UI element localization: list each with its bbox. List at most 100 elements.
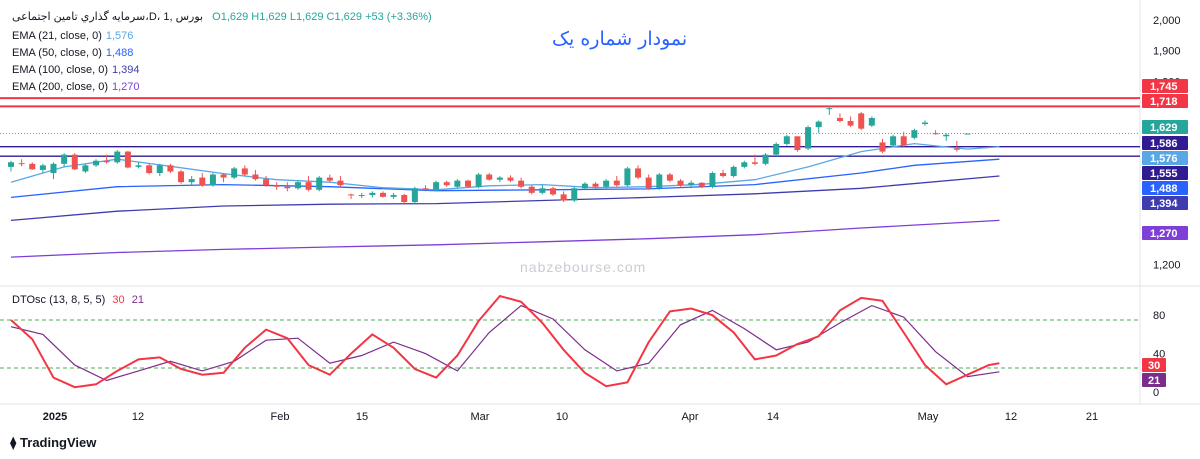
candle-body <box>209 174 216 186</box>
legend-ema100-value: 1,394 <box>112 64 140 76</box>
candle-body <box>61 154 68 164</box>
candle-body <box>167 165 174 172</box>
candle-body <box>900 136 907 146</box>
candle-body <box>773 143 780 155</box>
price-label-text: 1,576 <box>1150 153 1178 165</box>
candle-body <box>890 136 897 146</box>
candle-body <box>698 182 705 187</box>
price-label-text: 1,718 <box>1150 96 1178 108</box>
candle-body <box>422 188 429 190</box>
candle-body <box>178 171 185 183</box>
price-label-text: 1,586 <box>1150 138 1178 150</box>
candle-body <box>741 162 748 167</box>
candle-body <box>241 168 248 175</box>
legend-ema50[interactable]: EMA (50, close, 0) 1,488 <box>12 47 133 59</box>
time-tick-label: Feb <box>271 411 290 423</box>
ohlc-values: O1,629 H1,629 L1,629 C1,629 +53 (+3.36%) <box>212 11 432 23</box>
candle-body <box>220 174 227 178</box>
candle-body <box>50 163 57 173</box>
legend-ema21[interactable]: EMA (21, close, 0) 1,576 <box>12 30 133 42</box>
candle-body <box>921 122 928 125</box>
price-label-box <box>1142 151 1188 165</box>
candle-body <box>39 165 46 170</box>
time-tick-label: Mar <box>471 411 490 423</box>
candle-body <box>879 142 886 152</box>
candle-body <box>82 165 89 172</box>
candle-body <box>188 179 195 183</box>
candle-body <box>156 165 163 173</box>
price-label-text: 1,394 <box>1150 198 1178 210</box>
candle-body <box>943 134 950 137</box>
candle-body <box>688 182 695 186</box>
candle-body <box>390 195 397 197</box>
candle-body <box>751 162 758 164</box>
candle-body <box>284 186 291 189</box>
candle-body <box>571 188 578 201</box>
candle-body <box>369 192 376 196</box>
ema200-line <box>10 219 1000 258</box>
candle-body <box>114 151 121 163</box>
candle-body <box>263 179 270 186</box>
candle-body <box>805 127 812 149</box>
candle-body <box>826 108 833 110</box>
legend-ema50-label: EMA (50, close, 0) <box>12 47 102 59</box>
osc-label-text: 21 <box>1148 375 1160 387</box>
tradingview-logo[interactable]: ⧫ TradingView <box>10 435 96 451</box>
candle-body <box>358 195 365 197</box>
legend-ema50-value: 1,488 <box>105 47 134 59</box>
legend-ema100[interactable]: EMA (100, close, 0) 1,394 <box>12 64 140 76</box>
candle-body <box>550 188 557 195</box>
candle-body <box>603 180 610 187</box>
osc-label-box <box>1142 373 1166 387</box>
candle-body <box>836 117 843 122</box>
price-tick-label: 1,900 <box>1153 46 1181 58</box>
candle-body <box>709 172 716 187</box>
candle-body <box>964 133 971 135</box>
legend-ema200[interactable]: EMA (200, close, 0) 1,270 <box>12 81 140 93</box>
candle-body <box>454 180 461 187</box>
candle-body <box>379 192 386 197</box>
candle-body <box>348 194 355 196</box>
osc-tick-label: 0 <box>1153 387 1159 399</box>
price-label-text: 1,629 <box>1150 122 1178 134</box>
candle-body <box>124 151 131 168</box>
candle-body <box>316 177 323 190</box>
candle-body <box>93 160 100 166</box>
price-tick-label: 1,200 <box>1153 260 1181 272</box>
candle-body <box>932 133 939 135</box>
legend-ema200-value: 1,270 <box>112 81 140 93</box>
time-tick-label: 15 <box>356 411 368 423</box>
candle-body <box>29 163 36 170</box>
price-label-text: 1,555 <box>1150 168 1178 180</box>
price-tick-label: 2,000 <box>1153 15 1181 27</box>
time-tick-label: 12 <box>1005 411 1017 423</box>
candle-body <box>518 180 525 187</box>
candle-body <box>635 168 642 178</box>
osc-label-box <box>1142 358 1166 372</box>
candle-body <box>666 174 673 181</box>
symbol-name: سرمایه گذاري تامین اجتماعی،D، بورس ,1 <box>12 11 204 23</box>
time-tick-label: 2025 <box>43 411 67 423</box>
legend-ema100-label: EMA (100, close, 0) <box>12 64 108 76</box>
candle-body <box>847 121 854 126</box>
candle-body <box>135 165 142 167</box>
watermark: nabzebourse.com <box>520 259 647 275</box>
legend-dtosc[interactable]: DTOsc (13, 8, 5, 5) 30 21 <box>12 294 144 306</box>
symbol-header: سرمایه گذاري تامین اجتماعی،D، بورس ,1 O1… <box>12 10 432 23</box>
osc-fast-line <box>10 294 1000 389</box>
legend-dtosc-fast: 30 <box>112 294 125 306</box>
candle-body <box>624 168 631 186</box>
candle-body <box>815 121 822 128</box>
candle-body <box>783 136 790 144</box>
price-label-box <box>1142 226 1188 240</box>
oscillator-pane <box>0 294 1140 389</box>
candle-body <box>433 182 440 190</box>
candle-body <box>953 148 960 150</box>
candle-body <box>794 136 801 151</box>
time-tick-label: May <box>918 411 939 423</box>
candle-body <box>496 177 503 180</box>
price-label-box <box>1142 181 1188 195</box>
price-label-box <box>1142 166 1188 180</box>
candle-body <box>8 162 14 167</box>
